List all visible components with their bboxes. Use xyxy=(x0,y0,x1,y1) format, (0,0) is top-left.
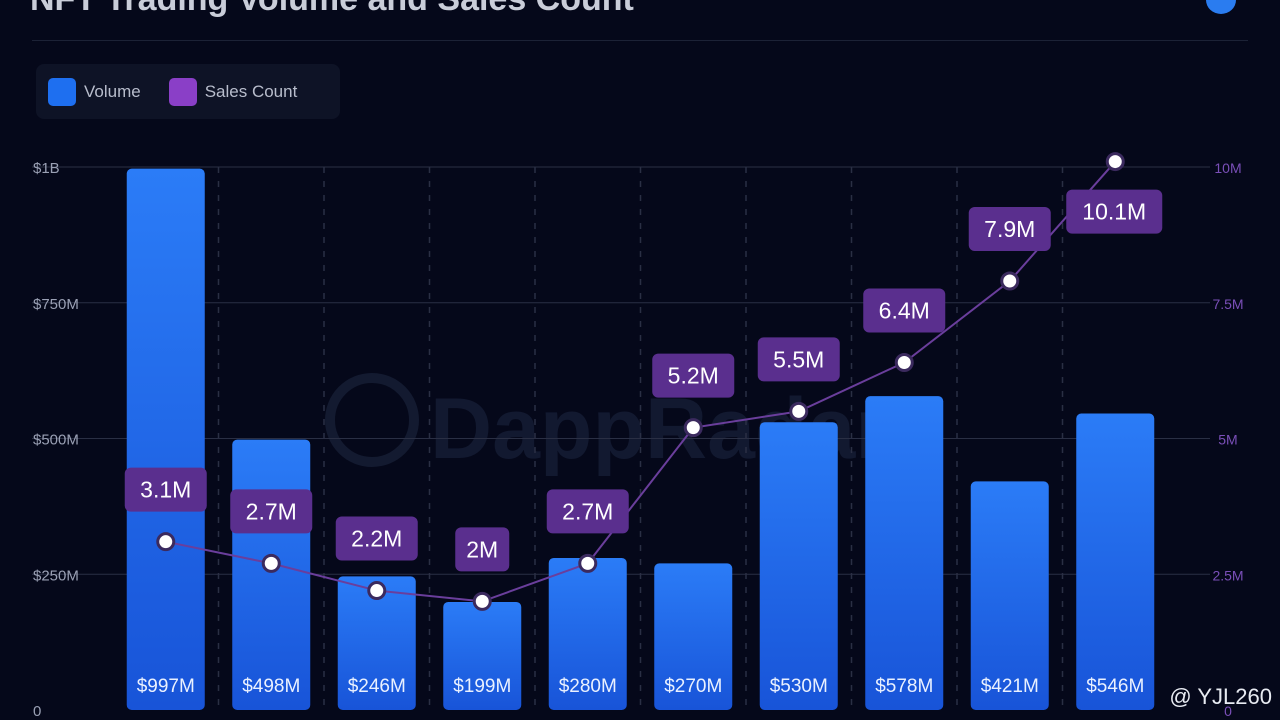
volume-bar xyxy=(443,601,522,710)
sales-count-label: 2M xyxy=(466,536,498,562)
sales-count-label: 3.1M xyxy=(140,477,191,503)
header-divider xyxy=(32,40,1248,41)
sales-count-label-pill xyxy=(455,527,510,572)
sales-count-point xyxy=(1000,271,1020,291)
volume-bar xyxy=(337,576,416,710)
sales-count-label-pill xyxy=(335,516,418,561)
sales-count-line xyxy=(165,160,1116,603)
sales-count-point xyxy=(261,553,281,573)
volume-bar xyxy=(232,439,311,710)
sales-count-label-pill xyxy=(124,467,207,512)
volume-bar-label: $546M xyxy=(1086,676,1144,697)
sales-count-point xyxy=(156,532,176,552)
right-tick-label: 5M xyxy=(1218,432,1237,448)
right-tick-label: 2.5M xyxy=(1212,567,1243,583)
volume-bar xyxy=(126,168,205,710)
legend-swatch-sales-count xyxy=(168,77,197,106)
sales-count-label: 6.4M xyxy=(879,297,930,323)
right-tick-label: 0 xyxy=(1224,703,1232,719)
sales-count-point xyxy=(789,401,809,421)
volume-bar xyxy=(759,422,838,710)
right-tick-label: 7.5M xyxy=(1212,296,1243,312)
volume-bar-label: $199M xyxy=(453,676,511,697)
sales-count-label-pill xyxy=(757,337,840,382)
legend-label-sales-count: Sales Count xyxy=(204,81,298,101)
legend-swatch-volume xyxy=(48,77,76,106)
sales-count-point xyxy=(578,553,598,573)
volume-bar-label: $280M xyxy=(559,676,617,697)
brand-icon xyxy=(1206,0,1236,14)
sales-count-label: 2.7M xyxy=(246,498,297,524)
sales-count-label-pill xyxy=(1066,189,1163,234)
credit-text: @ YJL260 xyxy=(1169,684,1272,709)
volume-bar xyxy=(1076,413,1155,710)
sales-count-label-pill xyxy=(863,288,946,333)
sales-count-label: 5.2M xyxy=(668,363,719,389)
sales-count-label-pill xyxy=(652,353,735,398)
sales-count-label: 2.2M xyxy=(351,526,402,552)
volume-bar xyxy=(654,563,733,710)
sales-count-label: 10.1M xyxy=(1082,199,1146,225)
volume-bar-label: $246M xyxy=(348,676,406,697)
sales-count-point xyxy=(367,581,387,601)
legend-label-volume: Volume xyxy=(84,81,141,101)
legend: Volume Sales Count xyxy=(36,64,340,119)
left-tick-label: $1B xyxy=(33,160,60,177)
volume-bar-label: $421M xyxy=(981,676,1039,697)
sales-count-label-pill xyxy=(546,489,629,534)
right-tick-label: 10M xyxy=(1214,160,1241,176)
volume-bar xyxy=(865,396,944,710)
sales-count-label: 7.9M xyxy=(984,216,1035,242)
volume-bar-label: $498M xyxy=(242,676,300,697)
chart-title: NFT Trading Volume and Sales Count xyxy=(30,0,634,19)
left-tick-label: $750M xyxy=(33,296,79,313)
left-tick-label: 0 xyxy=(33,703,41,720)
left-tick-label: $500M xyxy=(33,432,79,449)
volume-bar-label: $530M xyxy=(770,676,828,697)
left-tick-label: $250M xyxy=(33,567,79,584)
volume-bar xyxy=(548,557,627,710)
sales-count-point xyxy=(894,352,914,372)
legend-item-volume[interactable]: Volume xyxy=(48,77,141,106)
sales-count-point xyxy=(1105,152,1125,172)
volume-bar-label: $578M xyxy=(875,676,933,697)
sales-count-label: 2.7M xyxy=(562,498,613,524)
volume-bar-label: $270M xyxy=(664,676,722,697)
sales-count-point xyxy=(683,418,703,438)
volume-bar xyxy=(970,481,1049,710)
legend-item-sales-count[interactable]: Sales Count xyxy=(168,77,298,106)
sales-count-point xyxy=(472,591,492,611)
watermark-logo-icon xyxy=(325,373,419,467)
sales-count-label: 5.5M xyxy=(773,346,824,372)
sales-count-label-pill xyxy=(230,489,313,534)
volume-bar-label: $997M xyxy=(137,676,195,697)
sales-count-label-pill xyxy=(968,207,1051,252)
